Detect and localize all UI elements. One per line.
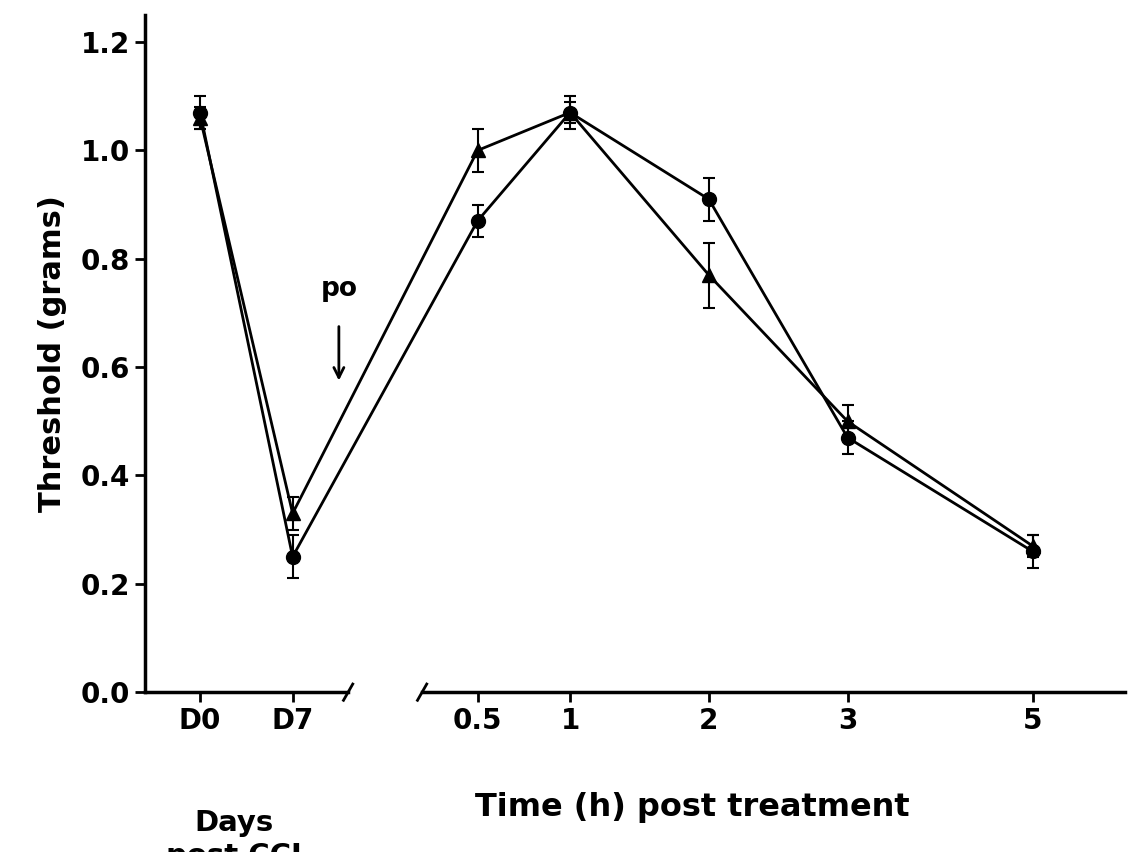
- Text: Days
post CCI: Days post CCI: [166, 809, 302, 852]
- Text: po: po: [320, 276, 357, 302]
- Text: Time (h) post treatment: Time (h) post treatment: [475, 792, 910, 823]
- Y-axis label: Threshold (grams): Threshold (grams): [38, 195, 67, 512]
